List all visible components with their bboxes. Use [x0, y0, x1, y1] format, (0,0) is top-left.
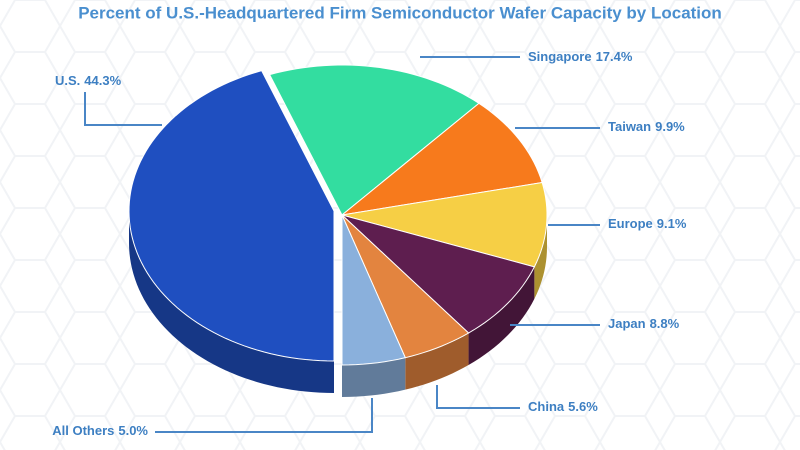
slice-label: All Others 5.0% — [52, 423, 148, 438]
leader-line — [436, 385, 520, 409]
label-category: All Others — [52, 423, 114, 438]
label-category: Singapore — [528, 49, 592, 64]
slice-label: U.S. 44.3% — [55, 73, 122, 88]
slice — [341, 214, 470, 359]
label-value: 9.9% — [655, 119, 685, 134]
slice-label: China 5.6% — [528, 399, 598, 414]
leader-line — [84, 92, 162, 126]
leader-line — [155, 398, 373, 433]
pie-tops — [128, 64, 548, 366]
slice — [340, 102, 543, 216]
label-value: 9.1% — [657, 216, 687, 231]
label-value: 5.0% — [118, 423, 148, 438]
label-value: 44.3% — [84, 73, 121, 88]
slice-side — [468, 266, 535, 366]
slice-side — [405, 333, 469, 390]
chart-title: Percent of U.S.-Headquartered Firm Semic… — [78, 3, 722, 22]
slice-side — [342, 357, 406, 397]
slice-label: Japan 8.8% — [608, 316, 680, 331]
slice — [268, 64, 480, 216]
slice — [341, 214, 406, 366]
label-category: Europe — [608, 216, 653, 231]
slice-side — [129, 211, 334, 393]
slice-label: Europe 9.1% — [608, 216, 687, 231]
label-category: China — [528, 399, 565, 414]
label-category: U.S. — [55, 73, 80, 88]
slice — [341, 181, 548, 268]
slice — [341, 214, 536, 334]
slice-label: Singapore 17.4% — [528, 49, 633, 64]
label-value: 17.4% — [596, 49, 633, 64]
slice — [128, 70, 335, 362]
label-value: 5.6% — [568, 399, 598, 414]
slice-label: Taiwan 9.9% — [608, 119, 685, 134]
label-value: 8.8% — [650, 316, 680, 331]
label-category: Taiwan — [608, 119, 651, 134]
slice-side — [534, 215, 547, 299]
label-category: Japan — [608, 316, 646, 331]
